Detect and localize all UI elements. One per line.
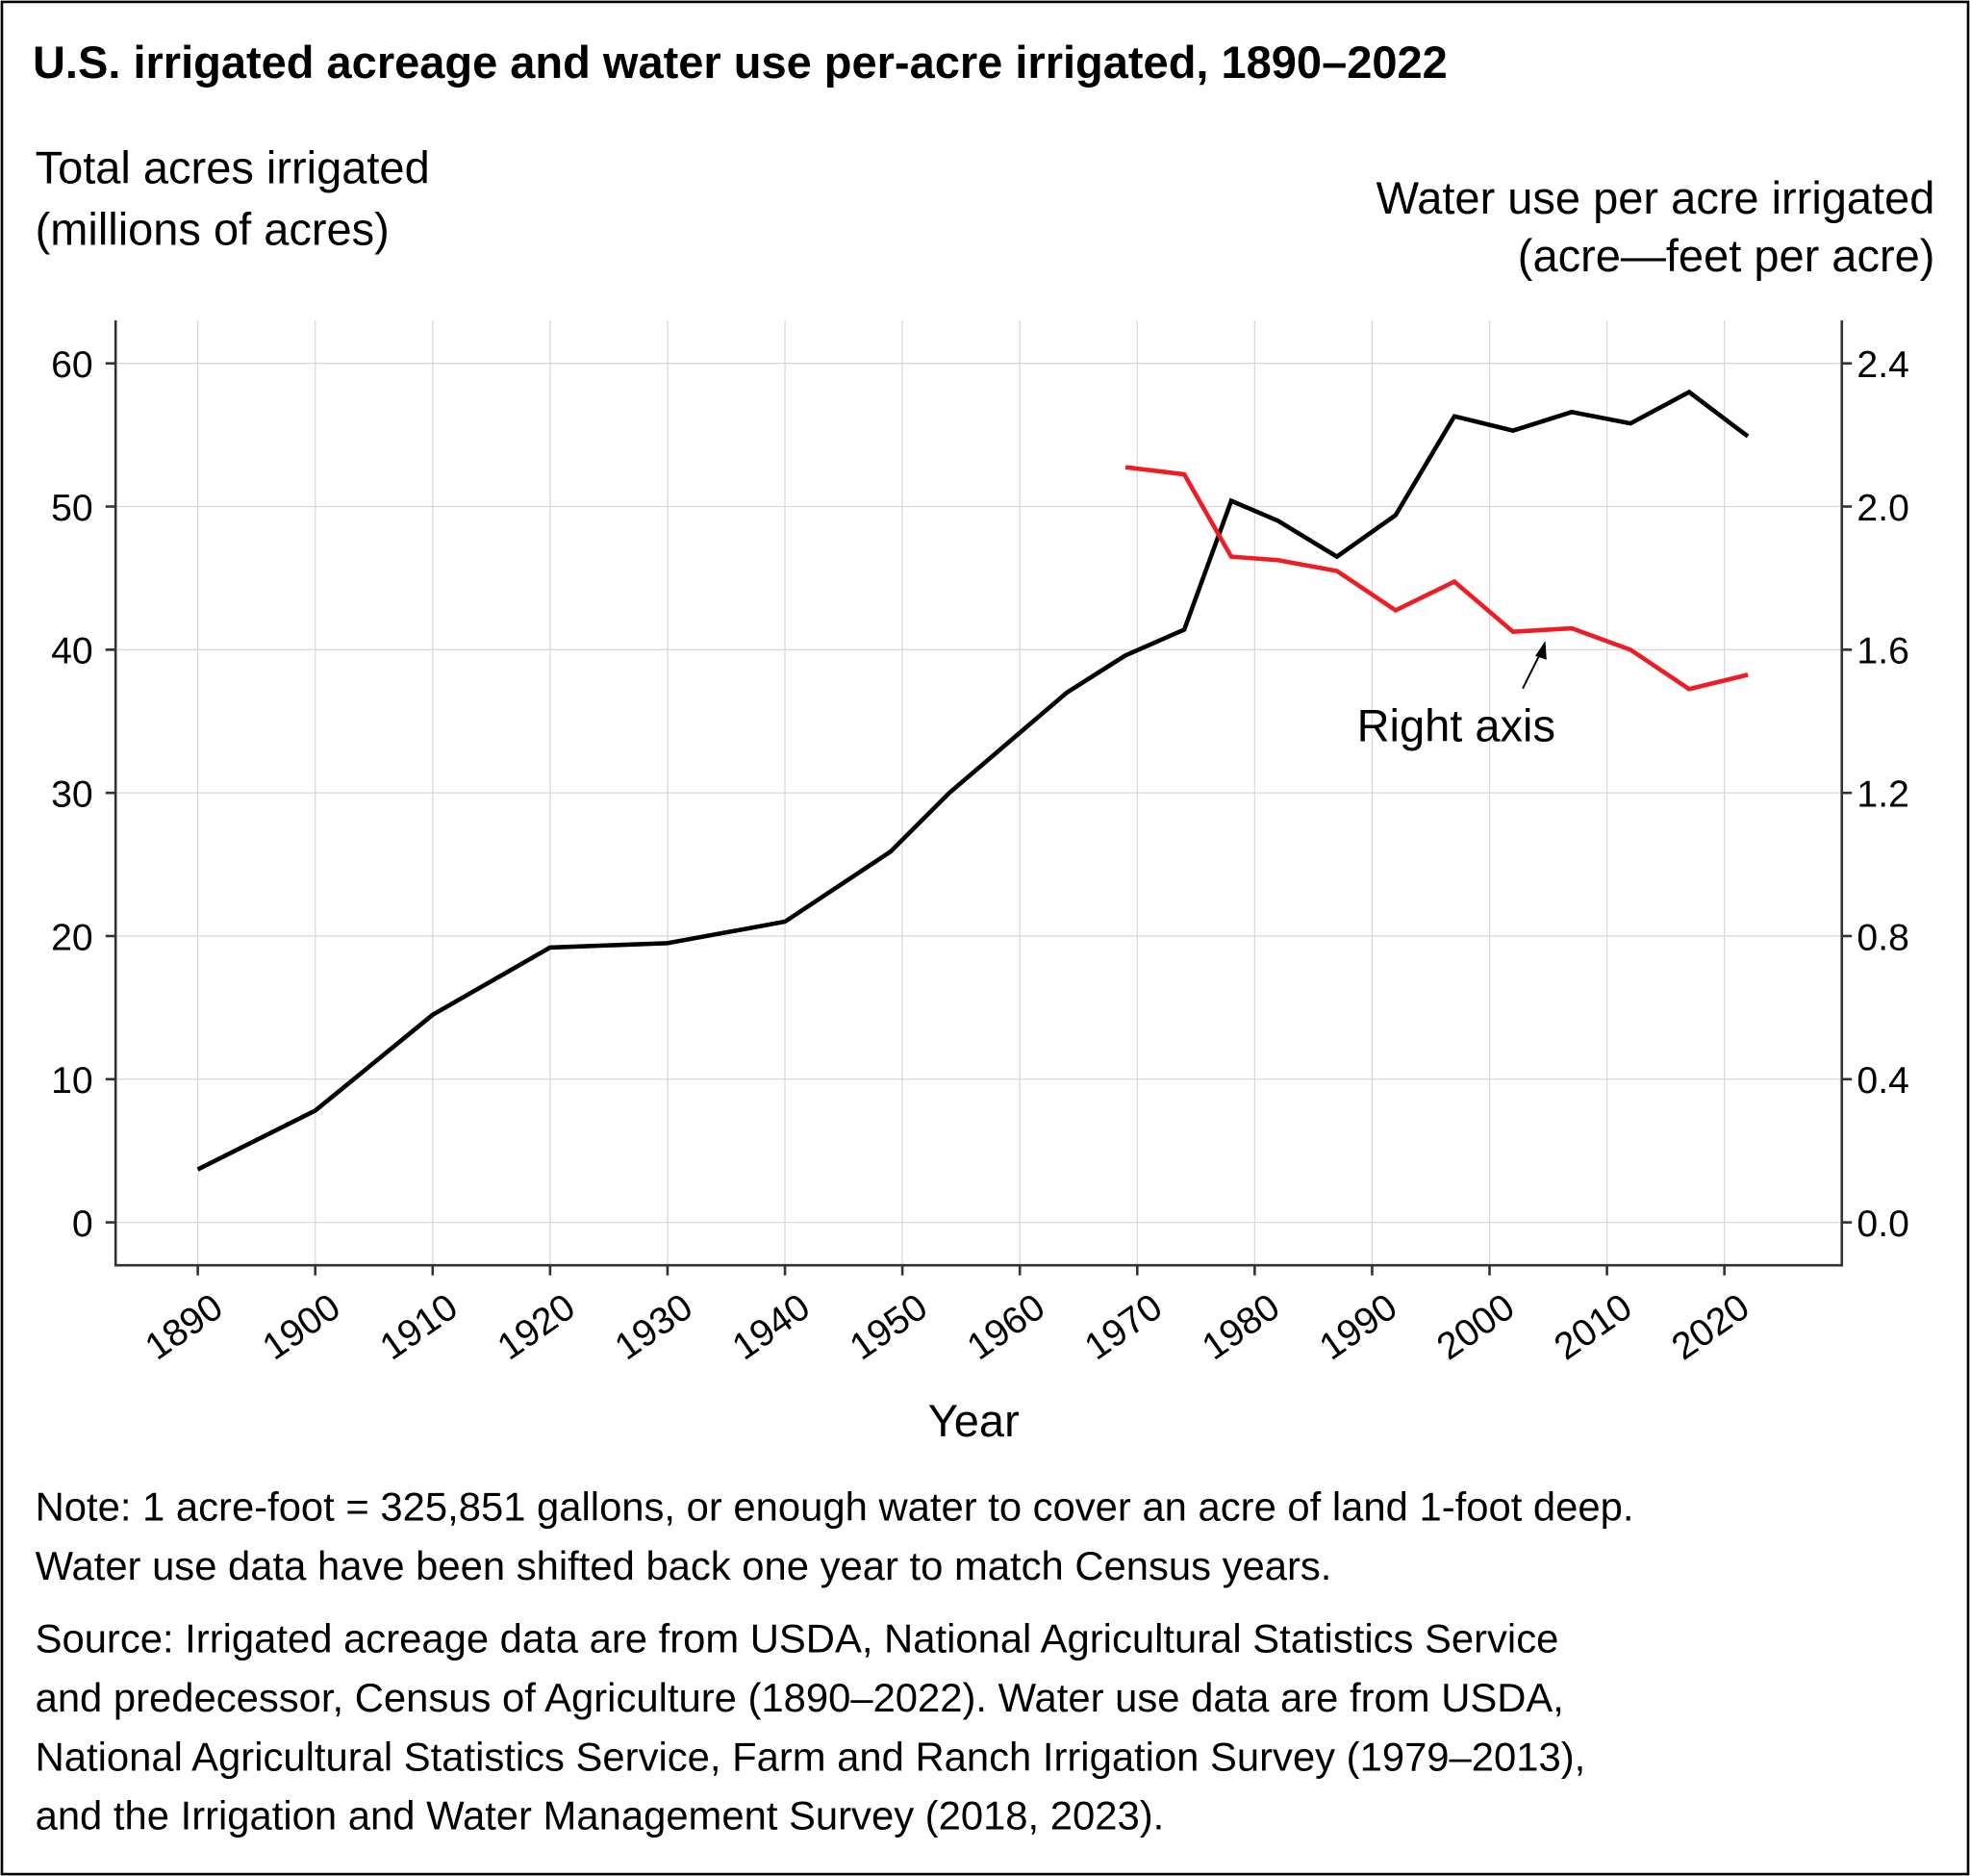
y-tick-label-left: 40 bbox=[51, 631, 93, 672]
y-tick-label-left: 0 bbox=[72, 1204, 93, 1245]
right-axis-label-2: (acre—feet per acre) bbox=[1518, 230, 1935, 281]
source-line: Source: Irrigated acreage data are from … bbox=[36, 1616, 1559, 1661]
notes: Note: 1 acre-foot = 325,851 gallons, or … bbox=[36, 1483, 1634, 1838]
source-line: National Agricultural Statistics Service… bbox=[36, 1734, 1586, 1779]
y-tick-label-left: 10 bbox=[51, 1060, 93, 1102]
y-tick-label-right: 0.0 bbox=[1856, 1204, 1908, 1245]
left-axis-label-1: Total acres irrigated bbox=[36, 142, 430, 193]
y-tick-label-left: 60 bbox=[51, 344, 93, 386]
y-tick-label-left: 50 bbox=[51, 488, 93, 529]
note-line: Note: 1 acre-foot = 325,851 gallons, or … bbox=[36, 1483, 1634, 1529]
y-tick-label-right: 2.0 bbox=[1856, 488, 1908, 529]
water-use-line bbox=[1124, 465, 1749, 692]
source-line: and the Irrigation and Water Management … bbox=[36, 1793, 1165, 1838]
y-tick-label-left: 20 bbox=[51, 917, 93, 958]
gridlines bbox=[105, 320, 1853, 1276]
chart-title: U.S. irrigated acreage and water use per… bbox=[33, 37, 1448, 88]
acres-irrigated-line bbox=[196, 389, 1750, 1172]
annotation-right-axis: Right axis bbox=[1357, 700, 1555, 751]
y-tick-label-right: 1.2 bbox=[1856, 774, 1908, 816]
left-axis-label-2: (millions of acres) bbox=[36, 204, 390, 255]
annotation-arrowhead bbox=[1535, 641, 1547, 660]
y-tick-label-right: 0.4 bbox=[1856, 1060, 1908, 1102]
x-axis-label: Year bbox=[928, 1395, 1020, 1446]
y-tick-label-left: 30 bbox=[51, 774, 93, 816]
y-tick-label-right: 1.6 bbox=[1856, 631, 1908, 672]
right-axis-label-1: Water use per acre irrigated bbox=[1376, 172, 1935, 223]
series-lines bbox=[196, 389, 1750, 1172]
y-tick-label-right: 0.8 bbox=[1856, 917, 1908, 958]
axes bbox=[114, 320, 1844, 1267]
note-line: Water use data have been shifted back on… bbox=[36, 1543, 1332, 1588]
y-tick-label-right: 2.4 bbox=[1856, 344, 1908, 386]
source-line: and predecessor, Census of Agriculture (… bbox=[36, 1675, 1564, 1720]
